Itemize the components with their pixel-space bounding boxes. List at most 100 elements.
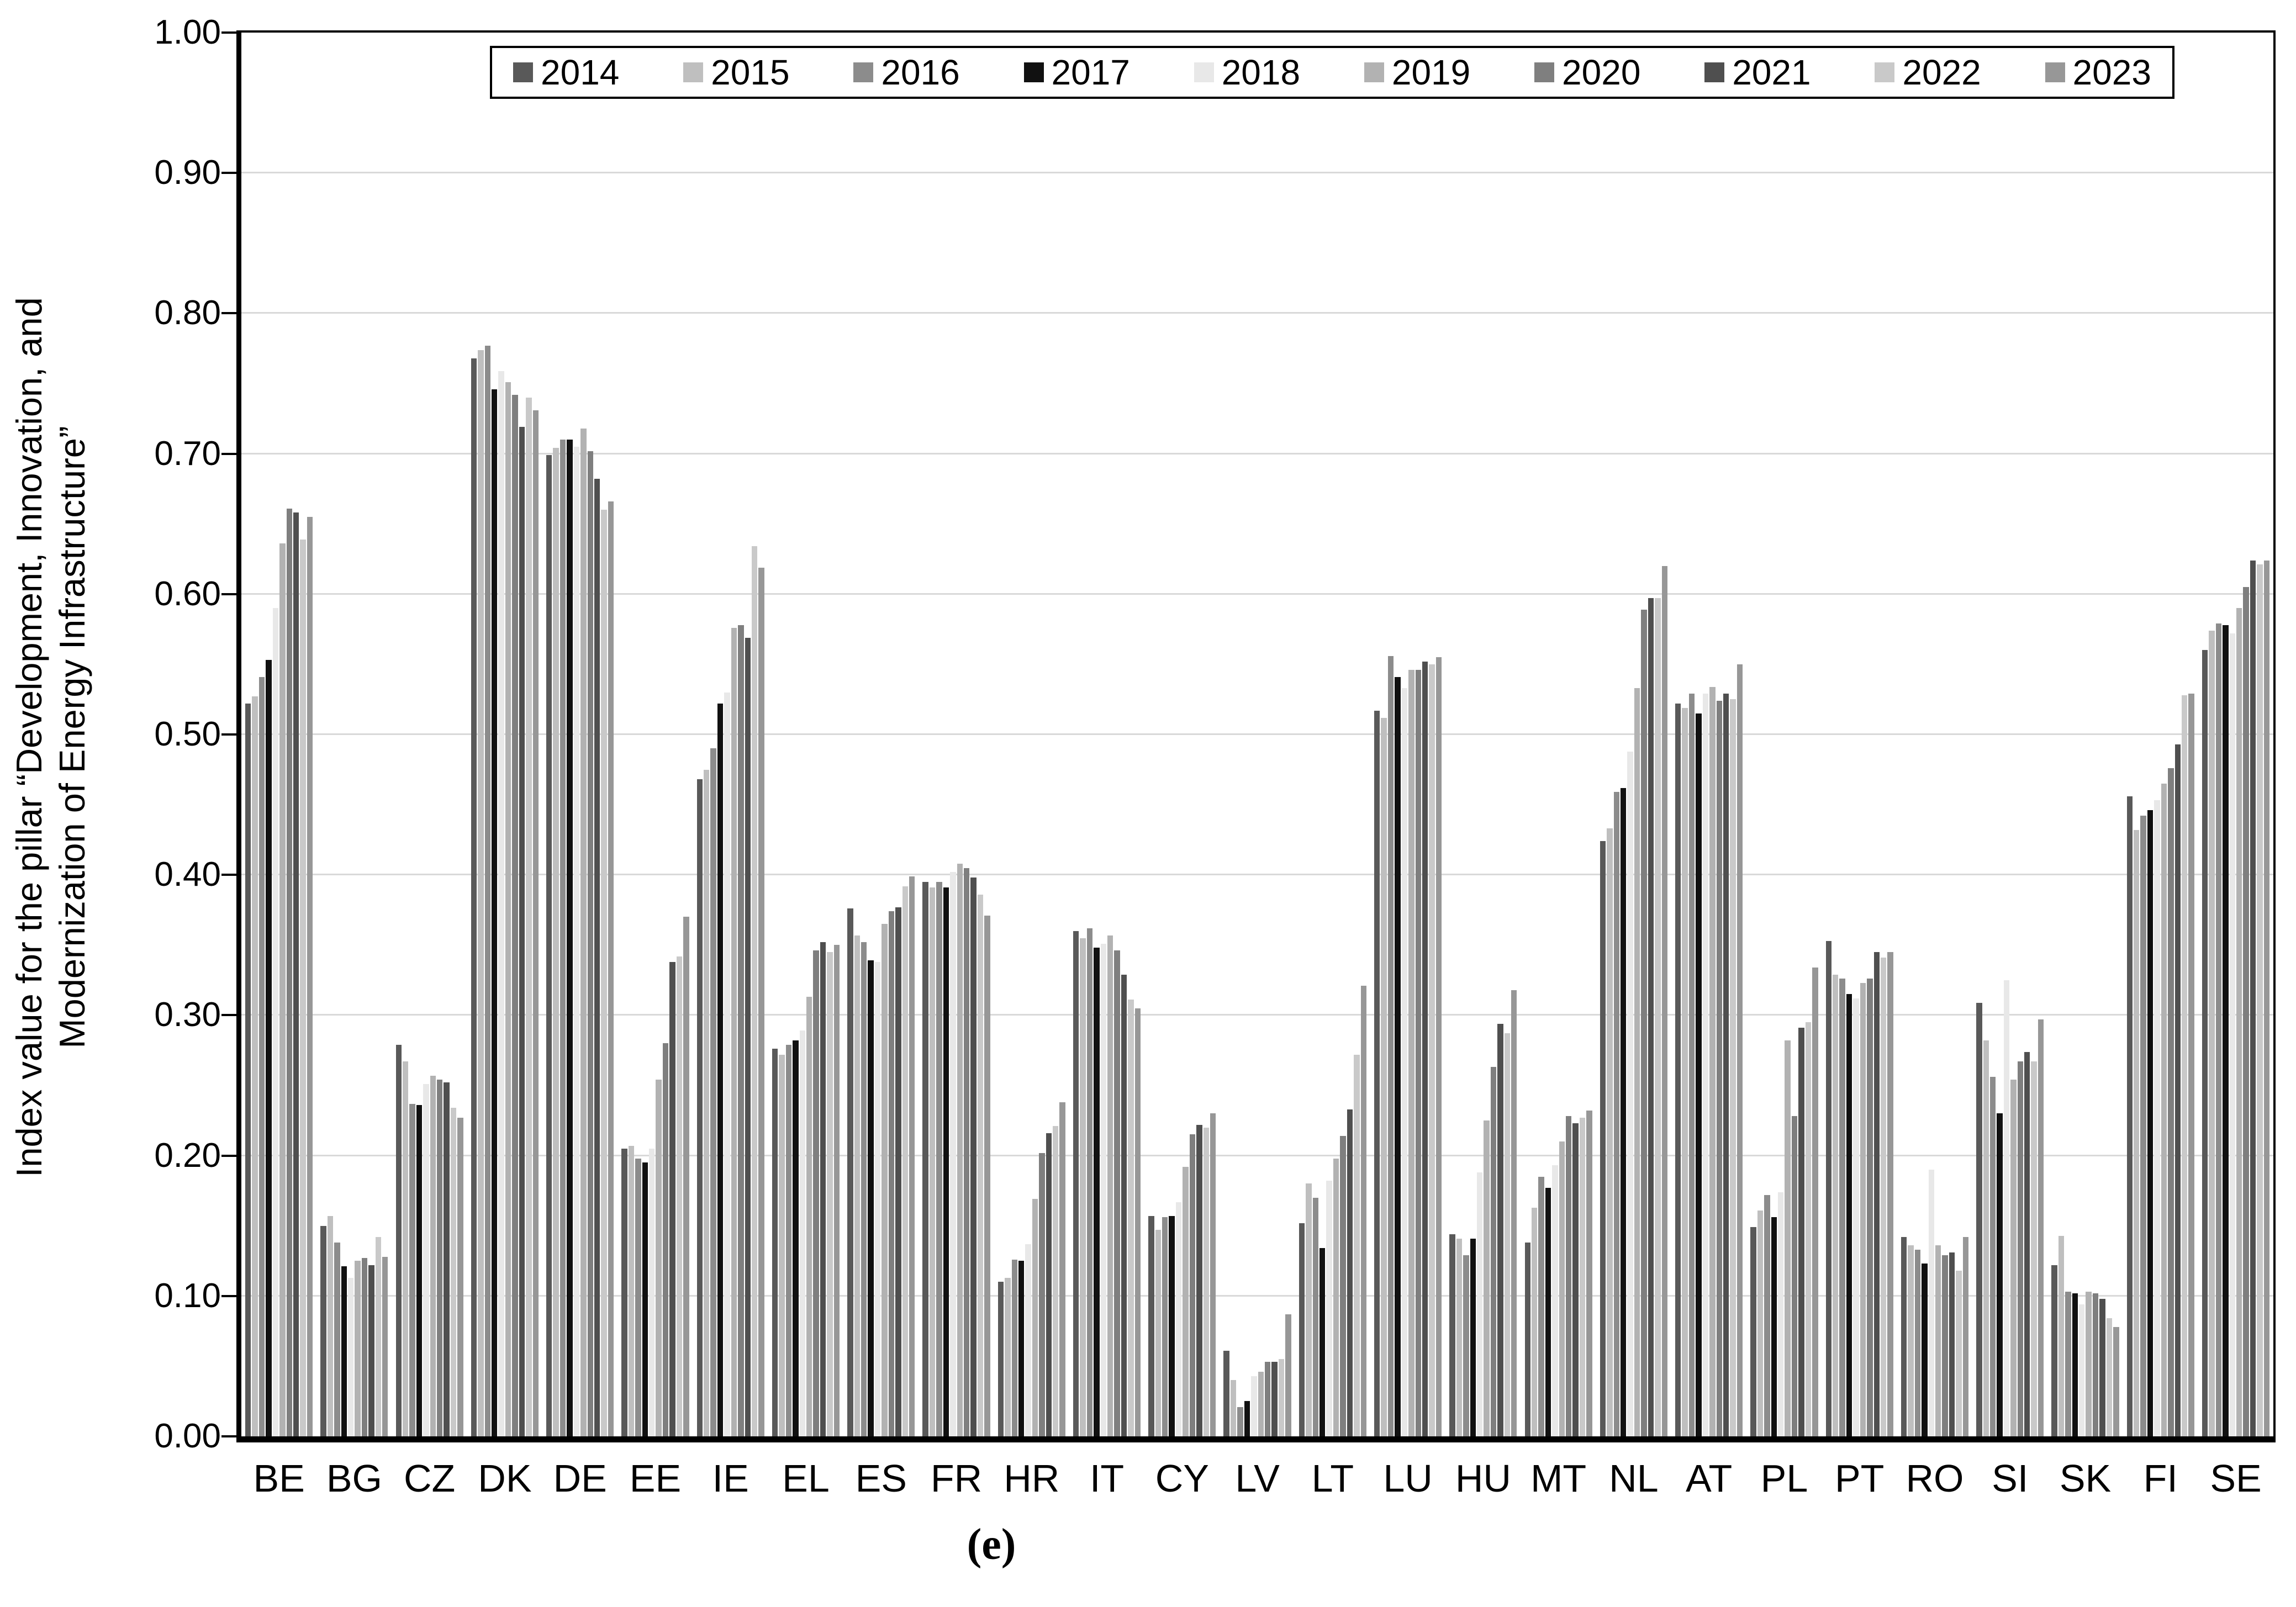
bar-group-bg — [316, 33, 392, 1436]
bar-nl-2018 — [1627, 751, 1633, 1436]
bar-group-si — [1972, 33, 2047, 1436]
bar-fr-2019 — [957, 863, 963, 1436]
bar-nl-2020 — [1641, 609, 1647, 1436]
x-axis-label-be: BE — [253, 1457, 305, 1500]
bar-lu-2019 — [1408, 670, 1414, 1436]
gridline — [241, 733, 2273, 735]
legend-entry-2021: 2021 — [1704, 55, 1811, 90]
bar-pl-2017 — [1771, 1217, 1777, 1436]
x-axis-label-cz: CZ — [404, 1457, 456, 1500]
bar-el-2017 — [793, 1040, 799, 1436]
bar-hu-2021 — [1497, 1023, 1503, 1436]
gridline — [241, 172, 2273, 174]
bar-group-nl — [1596, 33, 1671, 1436]
bar-mt-2020 — [1566, 1116, 1572, 1436]
bar-be-2015 — [252, 696, 258, 1436]
bar-fi-2022 — [2182, 695, 2188, 1436]
bar-sk-2020 — [2092, 1293, 2099, 1436]
bar-se-2022 — [2257, 564, 2263, 1436]
bar-fr-2022 — [977, 894, 984, 1436]
y-tick-mark — [221, 172, 236, 175]
bar-sk-2015 — [2058, 1235, 2065, 1436]
bar-mt-2015 — [1531, 1207, 1538, 1436]
legend-label: 2016 — [881, 52, 960, 92]
y-axis-tick-labels: 0.00 0.10 0.20 0.30 0.40 0.50 0.60 0.70 0.80 0.90… — [66, 15, 221, 1453]
bar-ro-2015 — [1908, 1245, 1914, 1436]
bar-ee-2015 — [628, 1145, 635, 1436]
bar-hu-2022 — [1504, 1033, 1511, 1436]
bar-lt-2020 — [1340, 1136, 1346, 1436]
bar-dk-2018 — [498, 371, 504, 1436]
bar-hr-2014 — [997, 1282, 1004, 1436]
bar-be-2022 — [300, 539, 306, 1436]
bar-group-at — [1671, 33, 1746, 1436]
bar-be-2014 — [245, 704, 251, 1436]
bar-fr-2021 — [970, 877, 977, 1436]
bar-el-2015 — [779, 1054, 785, 1436]
bar-pl-2016 — [1764, 1194, 1770, 1436]
bar-sk-2018 — [2079, 1304, 2085, 1436]
bar-lu-2022 — [1429, 664, 1435, 1436]
bar-sk-2014 — [2051, 1265, 2057, 1436]
bar-ie-2017 — [717, 704, 724, 1436]
x-axis-label-dk: DK — [478, 1457, 532, 1500]
gridline — [241, 874, 2273, 876]
bar-hu-2015 — [1456, 1238, 1463, 1436]
bar-lv-2016 — [1237, 1407, 1243, 1436]
bar-si-2020 — [2017, 1061, 2024, 1436]
bar-bg-2021 — [368, 1265, 374, 1436]
bar-bg-2014 — [320, 1225, 326, 1436]
bar-lt-2014 — [1299, 1223, 1305, 1436]
bar-de-2023 — [608, 501, 614, 1436]
bar-fr-2023 — [984, 915, 990, 1436]
y-tick-mark — [221, 1435, 236, 1437]
bar-fi-2020 — [2168, 768, 2174, 1436]
bar-hr-2021 — [1046, 1133, 1052, 1436]
bar-lv-2017 — [1244, 1401, 1250, 1436]
bar-lv-2014 — [1223, 1350, 1229, 1436]
bar-it-2023 — [1134, 1008, 1141, 1436]
bar-ie-2019 — [731, 627, 737, 1436]
bar-ie-2014 — [696, 779, 703, 1436]
legend-entry-2019: 2019 — [1364, 55, 1470, 90]
bar-si-2014 — [1976, 1002, 1982, 1436]
legend-swatch-icon — [1023, 62, 1044, 82]
bar-si-2021 — [2024, 1051, 2030, 1436]
x-axis-labels: BE BG CZ DK DE EE IE EL ES FR HR IT CY LV LT LU HU MT NL AT… — [241, 1458, 2273, 1499]
bar-ro-2018 — [1928, 1170, 1934, 1436]
bar-group-pt — [1822, 33, 1897, 1436]
bar-mt-2018 — [1552, 1165, 1558, 1436]
bar-fr-2017 — [943, 887, 949, 1436]
bar-bg-2023 — [382, 1256, 388, 1436]
legend-label: 2014 — [541, 52, 620, 92]
legend-swatch-icon — [1534, 62, 1555, 82]
bar-be-2018 — [272, 608, 279, 1436]
bar-nl-2017 — [1621, 787, 1627, 1436]
bar-fi-2016 — [2140, 816, 2146, 1436]
figure-caption: (e) — [967, 1520, 1016, 1569]
bar-lu-2017 — [1395, 676, 1401, 1436]
bar-el-2019 — [806, 997, 812, 1436]
gridlines-layer — [241, 33, 2273, 1436]
bar-de-2014 — [546, 455, 552, 1436]
bar-de-2019 — [580, 428, 587, 1436]
bar-lt-2021 — [1347, 1109, 1353, 1436]
bar-ee-2016 — [635, 1158, 641, 1436]
bar-group-hr — [994, 33, 1069, 1436]
bar-group-se — [2198, 33, 2273, 1436]
bar-group-ee — [617, 33, 693, 1436]
bar-lv-2022 — [1278, 1359, 1285, 1436]
legend-label: 2020 — [1562, 52, 1641, 92]
y-tick-label-0.80: 0.80 — [154, 294, 221, 332]
bar-cy-2022 — [1203, 1127, 1209, 1436]
bar-de-2017 — [567, 440, 573, 1436]
bar-cz-2023 — [457, 1117, 463, 1436]
legend: 2014 2015 2016 2017 2018 2019 2020 2021 2022 2023 — [490, 46, 2174, 99]
bar-cz-2017 — [416, 1105, 423, 1436]
bar-lv-2021 — [1271, 1362, 1278, 1436]
y-tick-mark — [221, 1014, 236, 1017]
bar-lv-2015 — [1230, 1380, 1237, 1436]
bar-cz-2015 — [402, 1061, 409, 1436]
bar-nl-2014 — [1600, 841, 1606, 1436]
bar-dk-2019 — [505, 382, 511, 1436]
